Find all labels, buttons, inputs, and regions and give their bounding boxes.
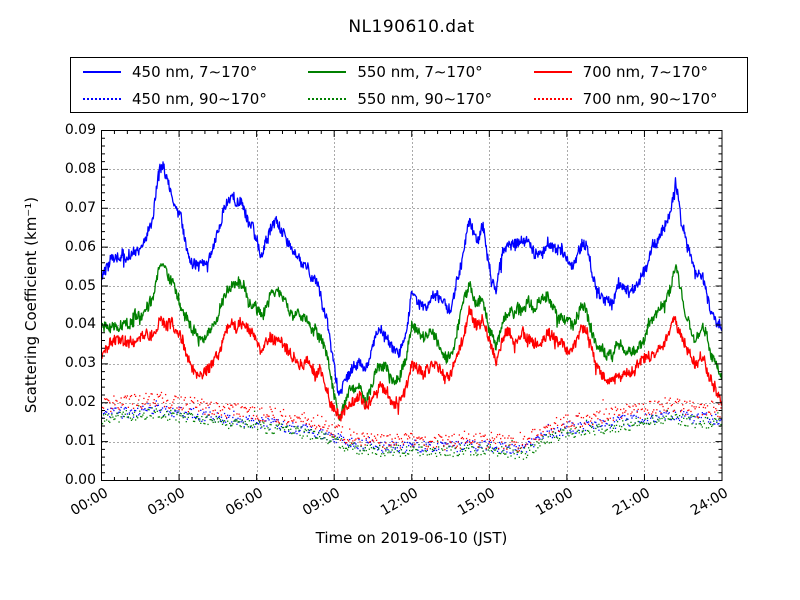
legend-entry: 700 nm, 7∼170° — [522, 60, 747, 84]
legend-entry-label: 700 nm, 7∼170° — [582, 62, 708, 81]
legend-entry-label: 550 nm, 7∼170° — [357, 62, 483, 81]
y-tick-label: 0.03 — [64, 355, 96, 372]
y-tick-label: 0.04 — [64, 316, 96, 333]
legend-entry-label: 450 nm, 7∼170° — [132, 62, 258, 81]
legend-entry: 450 nm, 90∼170° — [71, 87, 296, 111]
legend-line-sample-dotted — [308, 97, 347, 100]
y-tick-label: 0.08 — [64, 160, 96, 177]
chart-title: NL190610.dat — [348, 17, 475, 37]
legend-entry: 450 nm, 7∼170° — [71, 60, 296, 84]
x-axis-label: Time on 2019-06-10 (JST) — [315, 529, 508, 547]
legend-entry-label: 550 nm, 90∼170° — [357, 89, 493, 108]
legend-entry: 700 nm, 90∼170° — [522, 87, 747, 111]
legend-entry-label: 700 nm, 90∼170° — [582, 89, 718, 108]
y-tick-label: 0.00 — [64, 472, 96, 488]
legend-entry: 550 nm, 7∼170° — [296, 60, 521, 84]
legend-line-sample-dotted — [533, 97, 572, 100]
y-tick-label: 0.01 — [64, 433, 96, 450]
y-tick-label: 0.05 — [64, 277, 96, 294]
legend-box: 450 nm, 7∼170° 550 nm, 7∼170° 700 nm, 7∼17… — [70, 57, 748, 113]
y-tick-label: 0.02 — [64, 394, 96, 411]
legend-entry-label: 450 nm, 90∼170° — [132, 89, 267, 108]
legend-entry: 550 nm, 90∼170° — [296, 87, 521, 111]
y-tick-label: 0.06 — [64, 238, 96, 255]
legend-line-sample-solid — [308, 70, 347, 73]
y-tick-label: 0.07 — [64, 199, 96, 216]
legend-line-sample-solid — [83, 70, 121, 73]
y-tick-label: 0.09 — [64, 122, 96, 138]
legend-line-sample-solid — [533, 70, 572, 73]
legend-line-sample-dotted — [83, 97, 121, 100]
